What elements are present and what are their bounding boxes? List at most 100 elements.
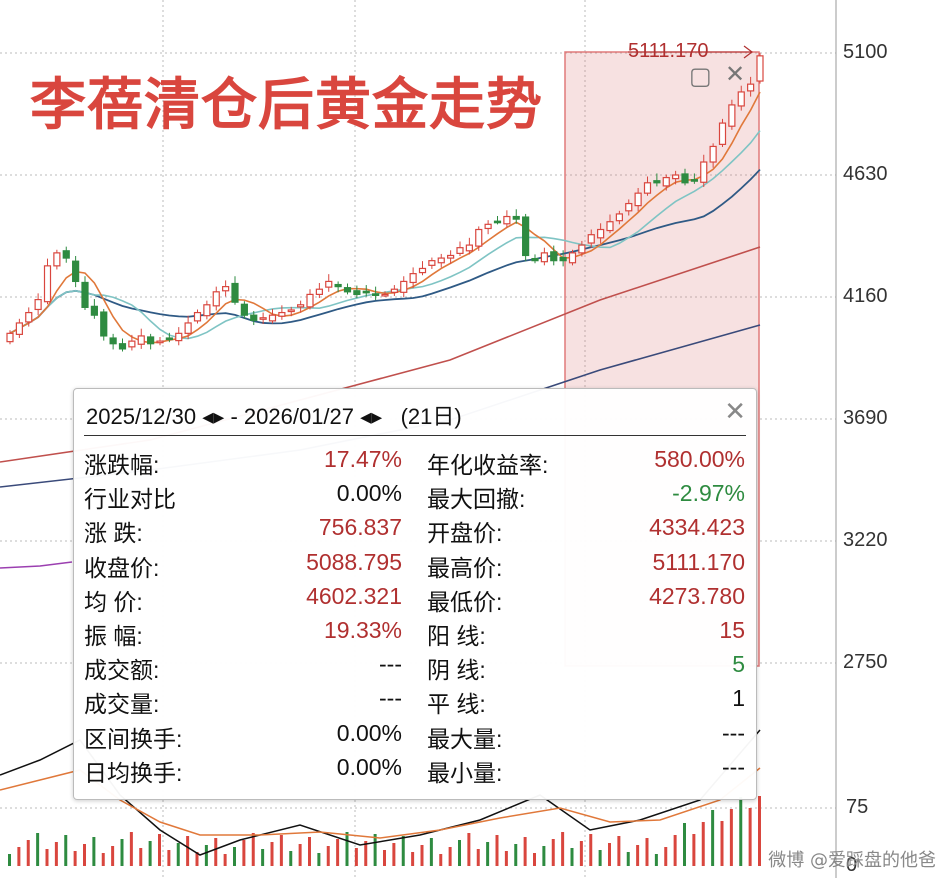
candle-body [315, 288, 323, 296]
window-restore-icon[interactable]: ▢ [689, 62, 712, 90]
candle-body [550, 251, 558, 262]
volume-bar [92, 837, 96, 866]
candle-body [522, 216, 530, 257]
volume-bar [673, 835, 677, 866]
candle-body [381, 293, 389, 297]
candle-body [437, 257, 445, 264]
volume-bar [26, 840, 30, 866]
candle-body [390, 288, 398, 293]
candle-body [268, 314, 277, 322]
candle-body [109, 337, 117, 345]
volume-bar [73, 851, 77, 866]
volume-bar [729, 809, 733, 866]
volume-bar [598, 850, 602, 866]
candle-body [747, 83, 755, 92]
volume-bar [420, 845, 424, 866]
candle-body [615, 213, 623, 222]
stat-label: 行业对比 [84, 486, 176, 513]
stat-label: 涨 跌: [84, 520, 143, 547]
range-statistics-popup: 2025/12/30 ◂▸ - 2026/01/27 ◂▸ (21日) ✕ 涨跌… [73, 388, 757, 800]
volume-bar [711, 810, 715, 866]
volume-bar [373, 834, 377, 866]
stat-label: 开盘价: [427, 520, 503, 547]
volume-bar [36, 833, 40, 866]
volume-bar [551, 839, 555, 866]
stat-label: 最小量: [427, 759, 503, 786]
volume-bar [617, 836, 621, 866]
end-date-arrows-icon[interactable]: ◂▸ [360, 404, 383, 429]
volume-bar [101, 853, 105, 866]
start-date-arrows-icon[interactable]: ◂▸ [202, 404, 225, 429]
stat-value: --- [379, 685, 402, 712]
stat-label: 最大量: [427, 725, 503, 752]
stat-value: -2.97% [672, 480, 745, 507]
candle-body [212, 291, 220, 307]
candle-body [203, 304, 211, 317]
candle-body [540, 252, 548, 263]
volume-bar [467, 833, 471, 866]
candle-body [503, 215, 511, 225]
stat-row: 行业对比 0.00% [84, 480, 402, 514]
date-separator: - [230, 404, 238, 429]
candle-body [409, 273, 417, 284]
candle-body [568, 252, 577, 264]
popup-divider [84, 435, 746, 436]
candle-body [25, 311, 33, 323]
stat-label: 均 价: [84, 588, 143, 615]
price-tick-label: 5100 [843, 41, 888, 63]
candle-body [353, 290, 361, 296]
candle-body [418, 267, 427, 274]
candle-body [6, 332, 14, 343]
volume-bar [645, 838, 649, 866]
stat-label: 最高价: [427, 554, 503, 581]
stat-row: 开盘价: 4334.423 [427, 514, 745, 548]
candle-body [475, 228, 483, 247]
price-tick-label: 3690 [843, 407, 888, 429]
volume-bar [486, 842, 490, 866]
candle-body [737, 91, 745, 107]
price-tick-label: 4630 [843, 163, 888, 185]
volume-bar [195, 852, 199, 866]
stat-value: 5 [732, 651, 745, 678]
close-range-icon[interactable]: ✕ [725, 60, 746, 88]
volume-bar [439, 854, 443, 866]
stat-label: 平 线: [427, 691, 486, 718]
candle-body [90, 305, 98, 316]
stat-value: 580.00% [654, 446, 745, 472]
candle-body [259, 317, 267, 320]
volume-bar [148, 841, 152, 866]
stat-label: 最低价: [427, 588, 503, 615]
volume-bar [261, 849, 265, 866]
volume-bar [186, 836, 190, 866]
start-date[interactable]: 2025/12/30 [86, 404, 197, 429]
candle-body [625, 202, 633, 212]
candle-body [634, 192, 642, 207]
candle-body [193, 311, 202, 322]
end-date[interactable]: 2026/01/27 [243, 404, 355, 429]
volume-bar [167, 850, 171, 866]
stat-value: 4273.780 [649, 582, 745, 609]
popup-close-icon[interactable]: ✕ [724, 397, 746, 427]
volume-bar [683, 823, 686, 866]
candle-body [559, 256, 567, 262]
candle-body [53, 252, 61, 267]
stat-row: 平 线: 1 [427, 685, 745, 719]
volume-bar [139, 848, 143, 866]
stat-value: 0.00% [336, 753, 402, 780]
volume-tick-label: 0 [846, 854, 858, 876]
volume-bar [654, 854, 658, 866]
candle-body [15, 322, 23, 335]
stat-row: 成交量: --- [84, 685, 402, 719]
volume-bar [626, 852, 630, 866]
volume-bar [120, 839, 124, 866]
volume-bar [401, 836, 405, 866]
stat-row: 区间换手: 0.00% [84, 720, 402, 754]
range-high-arrow-icon [743, 45, 753, 59]
candle-body [34, 298, 42, 311]
candle-body [334, 283, 342, 288]
stat-label: 最大回撤: [427, 486, 526, 513]
volume-bar [448, 847, 452, 866]
volume-bar [636, 845, 640, 866]
day-count: (21日) [400, 404, 462, 429]
stat-label: 成交量: [84, 691, 160, 718]
